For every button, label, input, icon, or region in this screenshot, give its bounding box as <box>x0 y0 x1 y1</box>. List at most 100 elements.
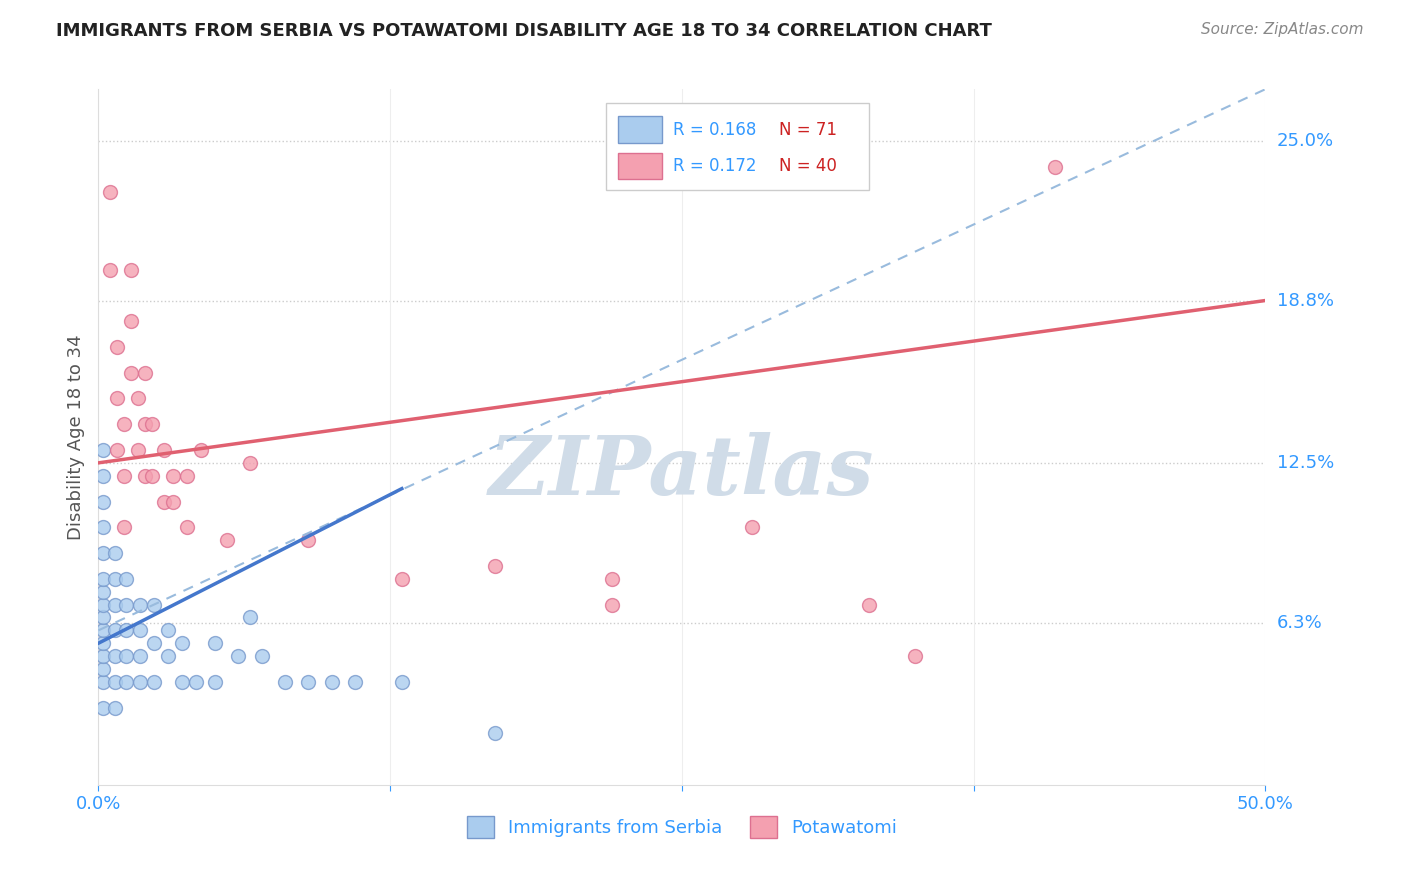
Point <box>104 700 127 714</box>
FancyBboxPatch shape <box>606 103 869 190</box>
Point <box>98 186 121 200</box>
Point <box>98 262 121 277</box>
Point <box>127 392 149 406</box>
FancyBboxPatch shape <box>617 153 662 179</box>
Text: 12.5%: 12.5% <box>1277 454 1334 472</box>
Point <box>274 674 297 689</box>
Text: R = 0.168: R = 0.168 <box>672 120 756 138</box>
Legend: Immigrants from Serbia, Potawatomi: Immigrants from Serbia, Potawatomi <box>460 809 904 846</box>
Point <box>115 674 138 689</box>
Point <box>105 340 128 354</box>
Text: Source: ZipAtlas.com: Source: ZipAtlas.com <box>1201 22 1364 37</box>
Point <box>129 624 152 638</box>
Point <box>250 649 273 664</box>
Point <box>91 494 114 508</box>
Point <box>239 610 262 624</box>
Point <box>115 598 138 612</box>
Text: N = 40: N = 40 <box>779 157 837 175</box>
Text: 18.8%: 18.8% <box>1277 292 1334 310</box>
Point <box>129 674 152 689</box>
Point <box>204 674 226 689</box>
Point <box>143 598 166 612</box>
Point <box>600 572 623 586</box>
Point <box>91 662 114 676</box>
Point <box>91 520 114 534</box>
Point <box>141 468 163 483</box>
Point <box>741 520 763 534</box>
Point <box>104 598 127 612</box>
Point <box>134 366 156 380</box>
Point <box>104 546 127 560</box>
Point <box>239 456 262 470</box>
Text: 6.3%: 6.3% <box>1277 614 1323 632</box>
Point <box>172 674 194 689</box>
Point <box>129 649 152 664</box>
Point <box>115 572 138 586</box>
Point <box>215 533 238 548</box>
Point <box>157 649 180 664</box>
Text: N = 71: N = 71 <box>779 120 837 138</box>
Text: 25.0%: 25.0% <box>1277 132 1334 150</box>
Point <box>112 520 135 534</box>
Point <box>112 468 135 483</box>
Point <box>321 674 343 689</box>
Point <box>141 417 163 432</box>
Point <box>600 598 623 612</box>
Point <box>104 649 127 664</box>
Point <box>484 558 506 573</box>
Point <box>105 392 128 406</box>
Point <box>1045 160 1067 174</box>
Point <box>162 468 184 483</box>
Text: IMMIGRANTS FROM SERBIA VS POTAWATOMI DISABILITY AGE 18 TO 34 CORRELATION CHART: IMMIGRANTS FROM SERBIA VS POTAWATOMI DIS… <box>56 22 993 40</box>
Point <box>91 636 114 650</box>
Point <box>228 649 250 664</box>
Point <box>91 700 114 714</box>
Point <box>91 649 114 664</box>
Point <box>91 546 114 560</box>
Point <box>204 636 226 650</box>
Point <box>91 572 114 586</box>
Point <box>152 442 174 457</box>
Point <box>162 494 184 508</box>
Point <box>91 598 114 612</box>
Point <box>104 674 127 689</box>
Point <box>91 624 114 638</box>
Point <box>297 674 319 689</box>
Point <box>190 442 212 457</box>
Point <box>91 610 114 624</box>
Point <box>143 636 166 650</box>
Point <box>104 572 127 586</box>
FancyBboxPatch shape <box>617 116 662 143</box>
Point <box>120 366 142 380</box>
Point <box>157 624 180 638</box>
Point <box>120 262 142 277</box>
Text: ZIPatlas: ZIPatlas <box>489 432 875 512</box>
Point <box>134 417 156 432</box>
Point <box>344 674 367 689</box>
Point <box>91 674 114 689</box>
Point <box>129 598 152 612</box>
Point <box>105 442 128 457</box>
Point <box>120 314 142 328</box>
Point <box>152 494 174 508</box>
Point <box>297 533 319 548</box>
Point <box>176 468 198 483</box>
Point <box>104 624 127 638</box>
Point <box>112 417 135 432</box>
Point <box>134 468 156 483</box>
Point <box>391 572 413 586</box>
Point <box>115 624 138 638</box>
Point <box>176 520 198 534</box>
Point <box>91 442 114 457</box>
Point <box>186 674 208 689</box>
Point <box>858 598 880 612</box>
Point <box>143 674 166 689</box>
Point <box>127 442 149 457</box>
Point <box>484 726 506 740</box>
Point <box>115 649 138 664</box>
Point <box>391 674 413 689</box>
Point <box>91 468 114 483</box>
Point <box>91 584 114 599</box>
Y-axis label: Disability Age 18 to 34: Disability Age 18 to 34 <box>66 334 84 540</box>
Text: R = 0.172: R = 0.172 <box>672 157 756 175</box>
